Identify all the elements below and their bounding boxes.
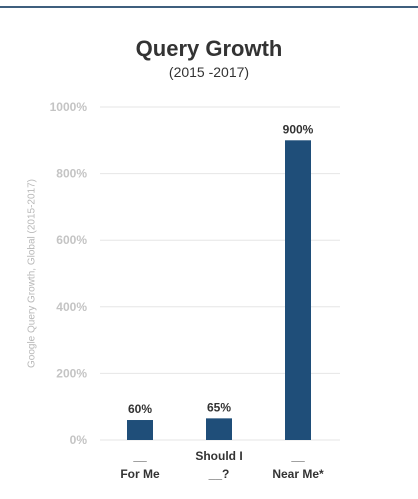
top-rule [0,6,418,8]
chart-title: Query Growth [135,36,283,61]
x-tick-label: Should I [195,449,242,463]
chart-subtitle: (2015 -2017) [168,64,250,80]
y-tick-label: 600% [56,233,87,247]
y-tick-label: 800% [56,167,87,181]
bar [127,420,153,440]
x-tick-label: __ [132,449,147,463]
data-label: 60% [128,402,152,416]
x-tick-label: __ [290,449,305,463]
bar [285,140,311,441]
data-label: 900% [283,122,314,136]
y-tick-label: 1000% [50,100,88,114]
x-tick-label: For Me [120,467,160,481]
y-tick-label: 400% [56,300,87,314]
y-tick-label: 200% [56,366,87,380]
data-label: 65% [207,400,231,414]
x-tick-label: __? [208,467,230,481]
y-tick-label: 0% [70,433,88,447]
bar [206,418,232,440]
x-tick-label: Near Me* [272,467,324,481]
